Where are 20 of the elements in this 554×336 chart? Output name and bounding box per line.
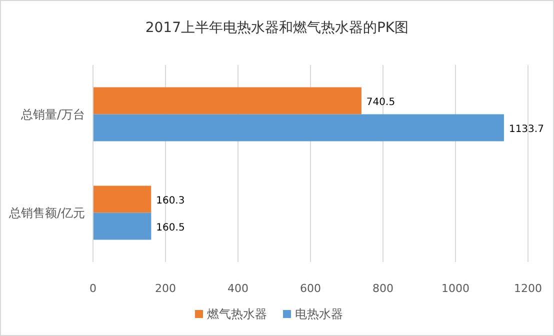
data-label: 740.5: [366, 96, 396, 108]
chart-title: 2017上半年电热水器和燃气热水器的PK图: [145, 20, 409, 36]
legend-label: 电热水器: [295, 307, 343, 321]
x-tick-label: 0: [90, 282, 96, 295]
y-tick-label: 总销量/万台: [20, 107, 85, 122]
bar: [93, 114, 504, 142]
data-label: 160.5: [156, 222, 185, 234]
legend-label: 燃气热水器: [207, 307, 267, 321]
data-label: 160.3: [156, 195, 185, 206]
x-tick-label: 400: [228, 282, 248, 295]
x-tick-label: 200: [155, 282, 176, 295]
bar: [93, 212, 152, 240]
data-label: 1133.7: [508, 124, 544, 135]
x-tick-label: 600: [300, 282, 321, 295]
x-tick-label: 800: [372, 282, 394, 295]
y-tick-label: 总销售额/亿元: [8, 206, 85, 220]
x-tick-label: 1200: [514, 282, 542, 295]
x-tick-label: 1000: [442, 282, 470, 295]
bar: [93, 186, 152, 213]
bar: [93, 87, 362, 114]
